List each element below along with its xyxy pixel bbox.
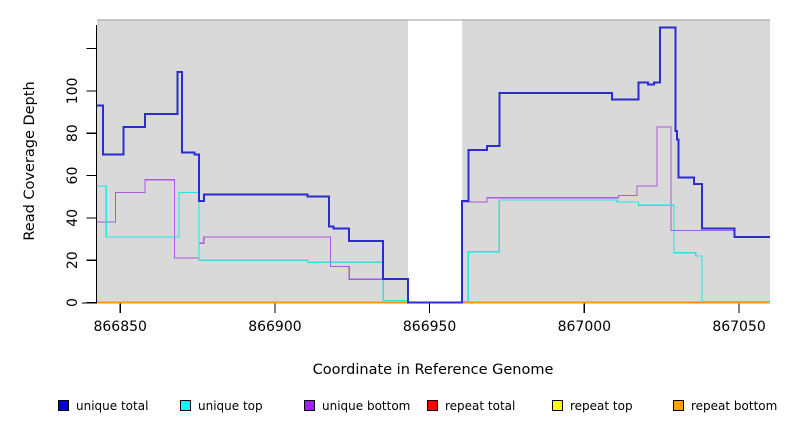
series-line-unique-total	[97, 26, 770, 304]
y-tick-label: 20	[65, 251, 81, 269]
y-tick-label: 60	[65, 167, 81, 185]
series-line-unique-top	[97, 185, 770, 304]
y-tick-label: 100	[65, 78, 81, 105]
x-tick-label: 866850	[93, 319, 146, 335]
gap-region	[407, 20, 463, 303]
y-axis-label: Read Coverage Depth	[22, 81, 38, 241]
x-tick-label: 867050	[712, 319, 765, 335]
y-tick-label: 80	[65, 124, 81, 142]
x-tick-label: 866900	[248, 319, 301, 335]
x-tick-label: 867000	[558, 319, 611, 335]
y-tick-label: 0	[65, 298, 81, 307]
x-tick-label: 866950	[403, 319, 456, 335]
x-axis-label: Coordinate in Reference Genome	[312, 362, 554, 378]
y-tick-label: 40	[65, 209, 81, 227]
